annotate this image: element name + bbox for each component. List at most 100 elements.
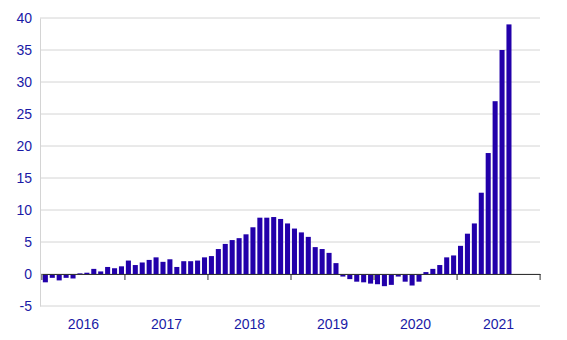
bar <box>119 266 124 274</box>
bar <box>430 269 435 274</box>
y-tick: 0 <box>24 266 40 282</box>
bar <box>126 261 131 274</box>
x-tick-label: 2016 <box>68 316 99 332</box>
bar <box>223 244 228 274</box>
grid-line <box>40 146 540 147</box>
y-tick: 15 <box>16 170 40 186</box>
bar <box>154 257 159 274</box>
bar <box>500 50 505 274</box>
y-axis-line <box>40 19 41 307</box>
bar <box>250 227 255 274</box>
bar <box>147 260 152 274</box>
bar <box>486 153 491 274</box>
y-tick-label: 40 <box>16 10 32 26</box>
bar <box>112 268 117 274</box>
bar <box>465 234 470 274</box>
x-tick-label: 2017 <box>151 316 182 332</box>
bar <box>375 274 380 284</box>
bar <box>306 237 311 274</box>
bar <box>354 274 359 282</box>
bar <box>361 274 366 282</box>
bar <box>140 262 145 274</box>
y-tick-label: 25 <box>16 106 32 122</box>
x-tick-label: 2020 <box>400 316 431 332</box>
bar <box>202 257 207 274</box>
bar <box>479 193 484 274</box>
bar <box>493 101 498 274</box>
bar <box>160 262 165 274</box>
bar <box>216 249 221 274</box>
x-boundary-tick <box>207 274 208 280</box>
y-tick: 10 <box>16 202 40 218</box>
bar <box>257 218 262 274</box>
grid-line <box>40 114 540 115</box>
bar <box>437 265 442 274</box>
bar <box>105 267 110 274</box>
bar <box>506 24 511 274</box>
grid-line <box>40 178 540 179</box>
x-axis: 2016 2017 2018 2019 2020 2021 <box>43 274 541 332</box>
bar <box>444 257 449 274</box>
x-boundary-ticks <box>42 274 540 280</box>
bar <box>333 263 338 274</box>
bar <box>416 274 421 282</box>
x-tick: 2017 <box>151 274 182 332</box>
x-tick-label: 2019 <box>317 316 348 332</box>
x-tick: 2016 <box>68 274 99 332</box>
y-tick: 5 <box>24 234 40 250</box>
bar <box>410 274 415 286</box>
bar <box>278 219 283 274</box>
x-boundary-tick <box>124 274 125 280</box>
bar <box>98 271 103 274</box>
bar <box>327 253 332 274</box>
grid <box>40 18 540 306</box>
grid-line <box>40 18 540 19</box>
chart: -505101520253035402016201720182019202020… <box>0 0 567 340</box>
bar <box>84 273 89 274</box>
y-tick-label: 15 <box>16 170 32 186</box>
bar <box>299 232 304 274</box>
bar <box>423 272 428 274</box>
y-tick-label: 35 <box>16 42 32 58</box>
x-tick-label: 2021 <box>483 316 514 332</box>
y-tick: 35 <box>16 42 40 58</box>
bar <box>243 234 248 274</box>
bar <box>167 259 172 274</box>
y-tick-label: 20 <box>16 138 32 154</box>
bar <box>174 267 179 274</box>
grid-line <box>40 50 540 51</box>
grid-line <box>40 82 540 83</box>
bar <box>313 247 318 274</box>
bar <box>472 223 477 274</box>
x-boundary-tick <box>291 274 292 280</box>
bar <box>133 265 138 274</box>
bar <box>264 218 269 274</box>
bar <box>458 246 463 274</box>
x-tick: 2020 <box>400 274 431 332</box>
bar <box>451 255 456 274</box>
bars <box>43 24 512 286</box>
bar <box>195 261 200 274</box>
bar <box>91 269 96 274</box>
bar <box>188 261 193 274</box>
bar <box>403 274 408 282</box>
bar <box>230 240 235 274</box>
y-tick: 20 <box>16 138 40 154</box>
bar <box>285 223 290 274</box>
bar <box>320 249 325 274</box>
bar <box>382 274 387 286</box>
y-tick-label: 10 <box>16 202 32 218</box>
y-tick-label: 0 <box>24 266 32 282</box>
bar <box>237 238 242 274</box>
x-boundary-tick <box>374 274 375 280</box>
bar <box>292 229 297 274</box>
y-tick-label: 5 <box>24 234 32 250</box>
y-tick: 25 <box>16 106 40 122</box>
x-tick-label: 2018 <box>234 316 265 332</box>
bar <box>271 217 276 274</box>
x-tick: 2018 <box>234 274 265 332</box>
bar <box>181 261 186 274</box>
x-boundary-tick <box>457 274 458 280</box>
y-tick: 40 <box>16 10 40 26</box>
x-tick: 2019 <box>317 274 348 332</box>
